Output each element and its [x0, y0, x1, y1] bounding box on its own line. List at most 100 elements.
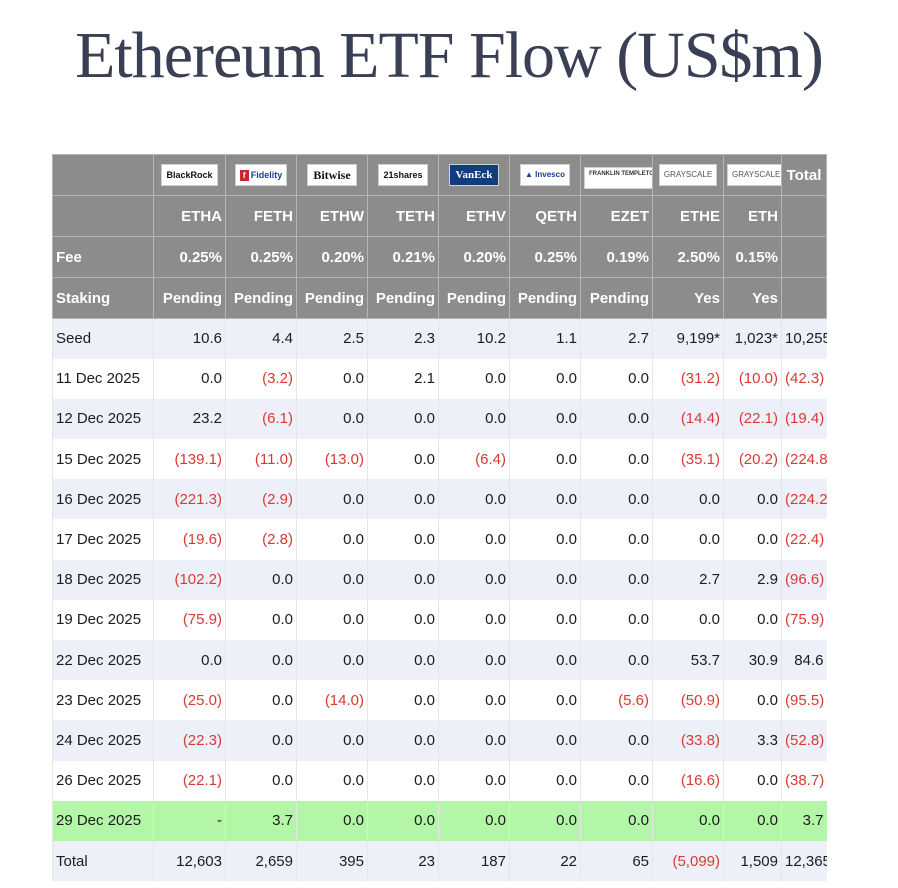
- table-row: 23 Dec 2025 (25.0) 0.0 (14.0) 0.0 0.0 0.0 (5.6)…: [52, 680, 827, 721]
- staking-cell: Pending: [509, 277, 581, 319]
- flow-value: (31.2): [652, 358, 724, 399]
- flow-value: 0.0: [438, 760, 510, 801]
- staking-cell: Pending: [296, 277, 368, 319]
- issuer-logo-invesco: ▲ Invesco: [509, 154, 581, 196]
- ticker-total-cell: [781, 195, 827, 237]
- flow-value: 0.0: [367, 800, 439, 841]
- flow-value: 0.0: [580, 439, 653, 480]
- row-total-value: (95.5): [781, 680, 827, 721]
- grayscale-logo: GRAYSCALE: [658, 164, 718, 186]
- flow-value: (13.0): [296, 439, 368, 480]
- flow-value: 3.7: [225, 800, 297, 841]
- flow-value: 0.0: [438, 680, 510, 721]
- flow-value: (6.1): [225, 398, 297, 440]
- vaneck-logo: VanEck: [449, 164, 499, 186]
- flow-value: (14.4): [652, 398, 724, 440]
- ticker-cell: ETH: [723, 195, 782, 237]
- flow-value: 0.0: [367, 760, 439, 801]
- flow-value: (14.0): [296, 680, 368, 721]
- flow-value: (139.1): [153, 439, 226, 480]
- table-row: 18 Dec 2025 (102.2) 0.0 0.0 0.0 0.0 0.0 0.0 2.7 2…: [52, 559, 827, 600]
- flow-value: 0.0: [367, 559, 439, 600]
- flow-value: 0.0: [225, 680, 297, 721]
- flow-value: 0.0: [438, 358, 510, 399]
- invesco-logo: ▲ Invesco: [520, 164, 570, 186]
- fee-cell: 0.25%: [509, 236, 581, 278]
- table-row: 15 Dec 2025 (139.1) (11.0) (13.0) 0.0 (6.4) 0.…: [52, 439, 827, 480]
- flow-value: (6.4): [438, 439, 510, 480]
- row-total-value: (22.4): [781, 519, 827, 560]
- flow-value: 9,199*: [652, 318, 724, 359]
- row-date: 15 Dec 2025: [52, 439, 154, 480]
- flow-value: 0.0: [438, 519, 510, 560]
- flow-value: 1,023*: [723, 318, 782, 359]
- ticker-cell: QETH: [509, 195, 581, 237]
- flow-value: 0.0: [296, 519, 368, 560]
- flow-value: 0.0: [153, 640, 226, 681]
- row-date: 11 Dec 2025: [52, 358, 154, 399]
- flow-value: 0.0: [509, 720, 581, 761]
- issuer-logo-grayscale-eth: GRAYSCALE: [723, 154, 782, 196]
- flow-value: 0.0: [509, 640, 581, 681]
- ticker-cell: TETH: [367, 195, 439, 237]
- flow-value: 0.0: [367, 479, 439, 520]
- flow-value: 0.0: [580, 599, 653, 640]
- ticker-row-label: [52, 195, 154, 237]
- table-row: 29 Dec 2025-3.7 0.0 0.0 0.0 0.0 0.0 0.0 0.0 3.7: [52, 800, 827, 841]
- flow-value: (102.2): [153, 559, 226, 600]
- ticker-cell: FETH: [225, 195, 297, 237]
- staking-cell: Yes: [652, 277, 724, 319]
- row-total-value: (19.4): [781, 398, 827, 440]
- row-total-value: 10,255: [781, 318, 827, 359]
- flow-value: 2.5: [296, 318, 368, 359]
- ticker-cell: ETHA: [153, 195, 226, 237]
- flow-value: 0.0: [509, 599, 581, 640]
- flow-value: 2.3: [367, 318, 439, 359]
- flow-value: 0.0: [296, 398, 368, 440]
- table-row: 11 Dec 2025 0.0 (3.2) 0.0 2.1 0.0 0.0 0.0 (31.2)…: [52, 358, 827, 399]
- flow-value: 0.0: [509, 439, 581, 480]
- flow-value: 0.0: [367, 680, 439, 721]
- flow-value: 0.0: [225, 559, 297, 600]
- flow-value: 23: [367, 840, 439, 882]
- flow-value: 0.0: [367, 640, 439, 681]
- flow-value: 10.2: [438, 318, 510, 359]
- fee-cell: 0.25%: [153, 236, 226, 278]
- flow-value: 0.0: [509, 680, 581, 721]
- fee-cell: 0.20%: [438, 236, 510, 278]
- flow-value: 65: [580, 840, 653, 882]
- flow-value: 4.4: [225, 318, 297, 359]
- flow-value: 2.1: [367, 358, 439, 399]
- flow-value: (5,099): [652, 840, 724, 882]
- flow-value: 0.0: [580, 398, 653, 440]
- flow-value: 12,603: [153, 840, 226, 882]
- flow-value: 0.0: [580, 479, 653, 520]
- row-date: 23 Dec 2025: [52, 680, 154, 721]
- flow-value: 0.0: [225, 640, 297, 681]
- table-row: 24 Dec 2025 (22.3) 0.0 0.0 0.0 0.0 0.0 0.0 (33.8…: [52, 720, 827, 761]
- fee-total-cell: [781, 236, 827, 278]
- flow-value: 0.0: [652, 519, 724, 560]
- flow-value: 0.0: [723, 760, 782, 801]
- flow-value: 0.0: [296, 358, 368, 399]
- flow-value: (22.3): [153, 720, 226, 761]
- issuer-logo-row: BlackRock f Fidelity Bitwise 21shares Van…: [52, 154, 827, 196]
- row-date: 22 Dec 2025: [52, 640, 154, 681]
- flow-value: 2.7: [580, 318, 653, 359]
- staking-label: Staking: [52, 277, 154, 319]
- flow-value: (2.8): [225, 519, 297, 560]
- row-date: 29 Dec 2025: [52, 800, 154, 841]
- row-total-value: (38.7): [781, 760, 827, 801]
- flow-value: 0.0: [723, 680, 782, 721]
- table-row: Seed 10.6 4.4 2.5 2.3 10.2 1.1 2.7 9,199* 1,023* 1…: [52, 318, 827, 359]
- flow-value: 0.0: [723, 800, 782, 841]
- issuer-logo-grayscale-ethe: GRAYSCALE: [652, 154, 724, 196]
- flow-value: 0.0: [438, 599, 510, 640]
- staking-cell: Pending: [225, 277, 297, 319]
- fee-cell: 0.21%: [367, 236, 439, 278]
- flow-value: 2.7: [652, 559, 724, 600]
- staking-total-cell: [781, 277, 827, 319]
- flow-value: 1,509: [723, 840, 782, 882]
- flow-value: 0.0: [367, 720, 439, 761]
- row-total-value: (96.6): [781, 559, 827, 600]
